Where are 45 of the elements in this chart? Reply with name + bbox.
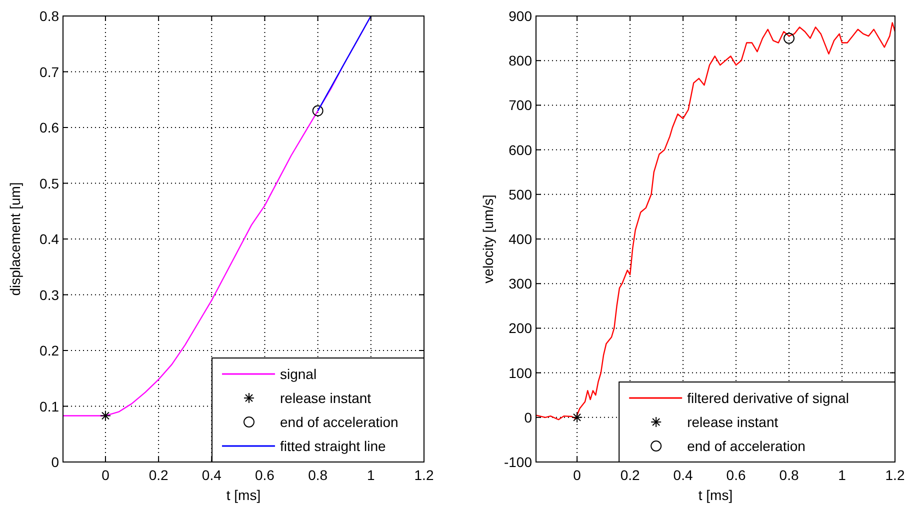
- x-tick-label: 0.6: [255, 467, 275, 483]
- y-tick-label: 500: [508, 186, 532, 202]
- legend-label: signal: [280, 366, 317, 382]
- y-axis-title: velocity [um/s]: [480, 194, 496, 284]
- y-tick-label: -100: [504, 454, 532, 470]
- y-tick-label: 0.8: [40, 8, 60, 24]
- x-tick-label: 1: [838, 467, 846, 483]
- y-tick-label: 0: [524, 409, 532, 426]
- y-tick-label: 0.6: [40, 120, 60, 136]
- legend-label: end of acceleration: [280, 414, 398, 430]
- y-tick-label: 0.3: [40, 286, 60, 303]
- y-tick-label: 0.1: [40, 398, 60, 414]
- y-axis-title: displacement [um]: [7, 182, 23, 296]
- x-tick-label: 0.6: [726, 467, 746, 483]
- y-tick-label: 0: [51, 454, 60, 470]
- x-axis-title: t [ms]: [226, 487, 261, 503]
- legend-label: end of acceleration: [687, 438, 806, 454]
- x-tick-label: 0.4: [202, 467, 222, 483]
- legend-label: filtered derivative of signal: [687, 390, 849, 406]
- y-tick-label: 200: [508, 320, 532, 336]
- y-tick-label: 0.4: [40, 231, 60, 247]
- x-tick-label: 0.8: [308, 467, 328, 483]
- legend-label: fitted straight line: [280, 438, 386, 454]
- y-tick-label: 0.2: [40, 342, 60, 358]
- x-tick-label: 0: [102, 467, 110, 483]
- y-tick-label: 800: [508, 52, 532, 69]
- y-tick-label: 400: [508, 231, 532, 247]
- x-tick-label: 0.8: [779, 467, 799, 483]
- y-tick-label: 100: [508, 364, 532, 381]
- x-tick-label: 1.2: [885, 467, 905, 483]
- legend-label: release instant: [280, 390, 372, 406]
- x-tick-label: 1.2: [414, 467, 434, 483]
- y-tick-label: 700: [508, 97, 532, 114]
- y-tick-label: 300: [508, 276, 532, 292]
- x-tick-label: 0.2: [148, 467, 168, 483]
- x-tick-label: 1: [367, 467, 376, 483]
- y-tick-label: 600: [508, 142, 532, 158]
- y-tick-label: 0.5: [40, 175, 60, 192]
- y-tick-label: 0.7: [40, 64, 60, 80]
- x-tick-label: 0: [573, 467, 582, 483]
- legend-label: release instant: [687, 414, 778, 430]
- x-tick-label: 0.2: [620, 467, 640, 483]
- x-axis-title: t [ms]: [698, 487, 733, 503]
- x-tick-label: 0.4: [673, 467, 693, 483]
- y-tick-label: 900: [508, 8, 532, 24]
